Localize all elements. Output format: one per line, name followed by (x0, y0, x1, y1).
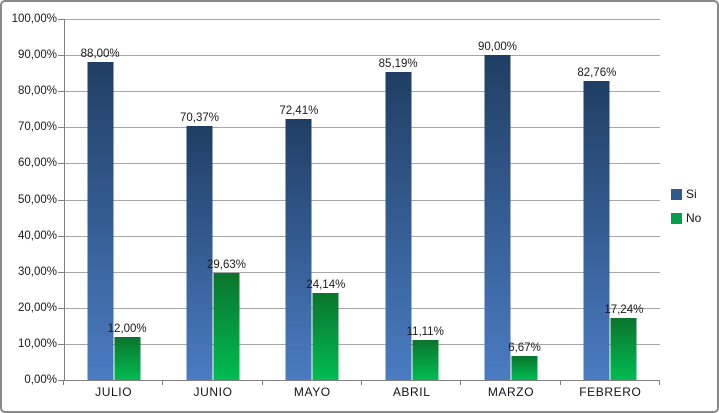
data-label: 12,00% (107, 322, 147, 335)
y-axis-tick (58, 19, 64, 20)
legend-label-no: No (686, 211, 702, 225)
y-axis-tick (58, 127, 64, 129)
x-axis-tick (559, 380, 561, 385)
bar-si-febrero[interactable]: 82,76% (577, 67, 616, 380)
y-axis-tick (58, 380, 64, 381)
bar-no-julio[interactable]: 12,00% (108, 323, 147, 380)
y-axis-labels: 0,00% 10,00% 20,00% 30,00% 40,00% 50,00% 60,00… (2, 13, 57, 386)
y-axis-label: 100,00% (11, 13, 57, 25)
bar-si-mayo[interactable]: 72,41% (279, 105, 318, 380)
x-axis-label-mayo: MAYO (293, 385, 331, 399)
legend-label-si: Si (686, 187, 697, 201)
y-axis-tick (58, 271, 64, 273)
legend-swatch-no (671, 213, 682, 224)
bar-group-abril: 85,19% 11,11% (379, 19, 444, 380)
legend-swatch-si (671, 189, 682, 200)
data-label: 85,19% (378, 58, 418, 71)
gridline (64, 91, 660, 93)
y-axis-tick (58, 307, 64, 309)
x-axis-label-junio: JUNIO (193, 385, 233, 399)
y-axis-tick (58, 343, 64, 345)
y-axis-tick (58, 91, 64, 93)
data-label: 29,63% (206, 259, 247, 272)
bar-no-marzo[interactable]: 6,67% (508, 342, 541, 380)
bar-si-abril[interactable]: 85,19% (379, 58, 418, 380)
x-axis-tick (63, 380, 64, 385)
bar-si-julio[interactable]: 88,00% (81, 48, 120, 380)
y-axis-label: 60,00% (17, 157, 57, 170)
y-axis-label: 50,00% (17, 193, 57, 206)
data-label: 24,14% (306, 278, 346, 291)
y-axis-label: 20,00% (17, 301, 57, 314)
x-axis-tick (261, 380, 263, 385)
data-label: 88,00% (80, 48, 120, 61)
bar-group-mayo: 72,41% 24,14% (279, 19, 345, 380)
y-axis-label: 90,00% (17, 49, 57, 62)
bar-si-marzo[interactable]: 90,00% (478, 41, 517, 380)
x-axis-label-marzo: MARZO (487, 385, 535, 399)
x-axis-label-julio: JULIO (95, 385, 133, 399)
gridline (64, 19, 660, 20)
x-axis-tick (659, 380, 660, 385)
gridline (64, 127, 660, 129)
x-axis-tick (361, 380, 362, 385)
x-axis-tick (460, 380, 462, 385)
legend: Si No (671, 188, 701, 225)
legend-item-si[interactable]: Si (671, 188, 701, 201)
y-axis-label: 70,00% (17, 121, 57, 134)
gridline (64, 235, 660, 237)
bar-si-junio[interactable]: 70,37% (180, 112, 219, 380)
data-label: 82,76% (577, 67, 617, 80)
data-label: 17,24% (604, 303, 644, 316)
gridline (64, 55, 660, 57)
y-axis-tick (58, 199, 64, 201)
bars-layer: 88,00% 12,00% 70,37% 29,63% 72,41% 24,14% 85,1… (64, 19, 660, 380)
x-axis-label-abril: ABRIL (392, 385, 431, 399)
y-axis-tick (58, 163, 64, 165)
gridline (64, 271, 660, 273)
gridline (64, 307, 660, 309)
bar-no-febrero[interactable]: 17,24% (604, 304, 643, 380)
bar-group-marzo: 90,00% 6,67% (478, 19, 541, 380)
y-axis-label: 0,00% (24, 374, 57, 386)
bar-no-junio[interactable]: 29,63% (207, 259, 246, 380)
y-axis-label: 30,00% (17, 265, 57, 278)
x-axis-tick (162, 380, 164, 385)
plot-area: 88,00% 12,00% 70,37% 29,63% 72,41% 24,14% 85,1… (58, 19, 660, 385)
y-axis-label: 10,00% (17, 337, 57, 350)
y-axis-label: 80,00% (17, 85, 57, 98)
gridline (64, 343, 660, 345)
data-label: 11,11% (406, 325, 444, 338)
gridline (64, 163, 660, 165)
y-axis-label: 40,00% (17, 229, 57, 242)
bar-no-abril[interactable]: 11,11% (407, 326, 444, 380)
y-axis-tick (58, 235, 64, 237)
x-axis-label-febrero: FEBRERO (579, 385, 642, 399)
bar-group-julio: 88,00% 12,00% (81, 19, 147, 380)
y-axis-line (64, 19, 65, 380)
legend-item-no[interactable]: No (671, 212, 701, 225)
bar-no-mayo[interactable]: 24,14% (306, 279, 345, 380)
gridline (64, 199, 660, 201)
data-label: 90,00% (477, 41, 518, 54)
data-label: 6,67% (508, 341, 541, 354)
y-axis-tick (58, 55, 64, 57)
x-axis-line (64, 380, 660, 381)
x-axis-labels: JULIO JUNIO MAYO ABRIL MARZO FEBRERO (64, 385, 660, 403)
data-label: 70,37% (179, 111, 220, 124)
bar-group-junio: 70,37% 29,63% (180, 19, 246, 380)
bar-group-febrero: 82,76% 17,24% (577, 19, 643, 380)
data-label: 72,41% (279, 104, 319, 117)
x-ticks-layer (63, 19, 660, 385)
